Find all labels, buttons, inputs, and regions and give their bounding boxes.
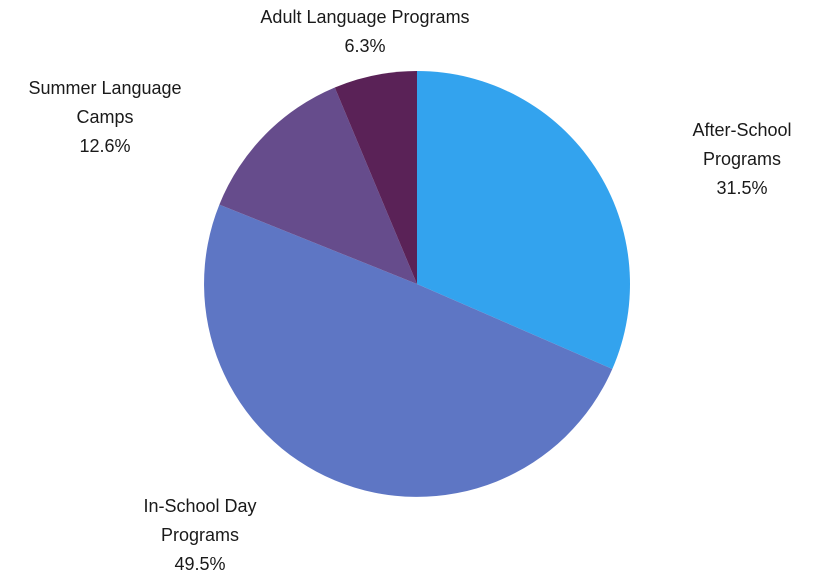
slice-value-in-school-day: 49.5% xyxy=(174,554,226,574)
slice-label-in-school-day: In-School Day Programs 49.5% xyxy=(110,492,290,579)
pie-slice-adult-programs xyxy=(334,71,417,284)
slice-label-adult-programs: Adult Language Programs 6.3% xyxy=(215,3,515,61)
slice-label-summer-camps: Summer Language Camps 12.6% xyxy=(5,74,205,161)
pie-slice-in-school-day xyxy=(204,204,613,497)
slice-label-after-school: After-School Programs 31.5% xyxy=(672,116,812,203)
pie-slice-summer-camps xyxy=(219,87,417,284)
slice-value-adult-programs: 6.3% xyxy=(344,36,386,56)
pie-slice-after-school xyxy=(417,71,630,369)
slice-value-summer-camps: 12.6% xyxy=(79,136,131,156)
slice-value-after-school: 31.5% xyxy=(716,178,768,198)
pie-slices xyxy=(204,71,630,497)
